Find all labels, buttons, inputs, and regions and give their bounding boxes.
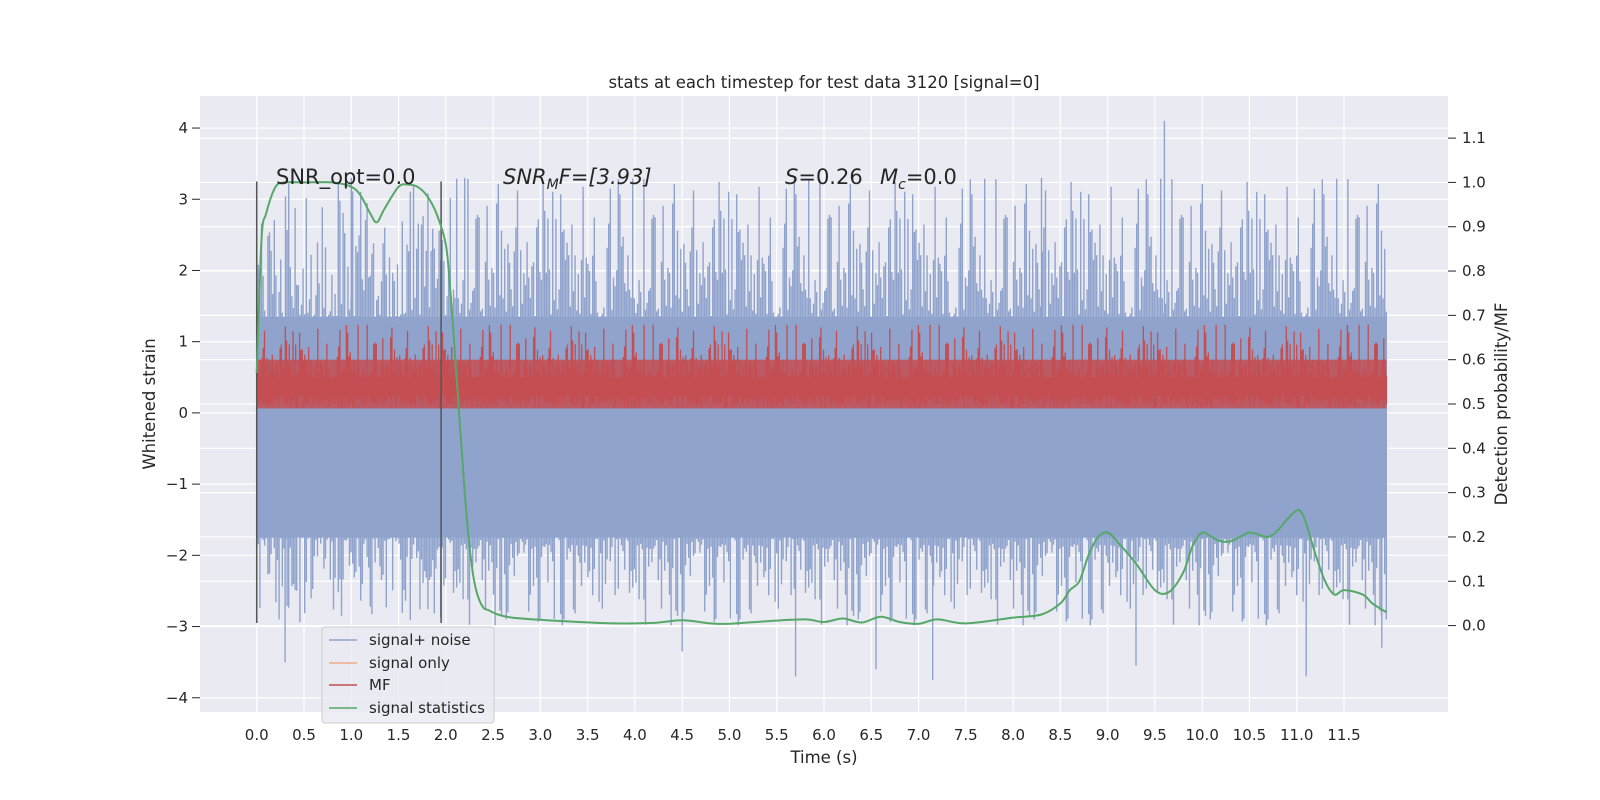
- annotation-s-symbol: S: [785, 165, 798, 189]
- annotation-snr-mf-subscript: M: [547, 177, 559, 193]
- x-tick-label: 10.5: [1233, 726, 1266, 744]
- y2-axis-label: Detection probability/MF: [1492, 303, 1511, 506]
- x-tick-label: 2.0: [434, 726, 458, 744]
- y2-tick-label: 0.4: [1462, 439, 1486, 457]
- series-signal-statistics: [255, 181, 1388, 626]
- legend-label-mf: MF: [369, 676, 391, 694]
- y2-tick-label: 0.2: [1462, 528, 1486, 546]
- x-tick-label: 1.0: [339, 726, 363, 744]
- x-tick-label: 9.0: [1096, 726, 1120, 744]
- y-tick-label: −2: [166, 546, 188, 564]
- x-tick-label: 5.5: [765, 726, 789, 744]
- y-axis-ticks: 4 3 2 1 0 −1 −2 −3 −4: [166, 119, 200, 707]
- y-tick-label: 4: [178, 119, 188, 137]
- annotation-snr-mf-f: F=[3.93]: [559, 165, 652, 189]
- x-tick-label: 3.0: [528, 726, 552, 744]
- series-mf: [256, 324, 1388, 409]
- x-tick-label: 6.5: [859, 726, 883, 744]
- annotation-s-value: =0.26: [798, 165, 862, 189]
- x-tick-label: 8.0: [1001, 726, 1025, 744]
- legend-label-signal-only: signal only: [369, 654, 450, 672]
- annotation-s: S=0.26: [785, 165, 863, 189]
- x-tick-label: 0.5: [292, 726, 316, 744]
- y2-tick-label: 0.6: [1462, 351, 1486, 369]
- signal-statistics-line: [255, 181, 1388, 626]
- annotation-mc: Mc=0.0: [880, 165, 957, 193]
- y2-tick-label: 0.7: [1462, 306, 1486, 324]
- marker-lines: [255, 181, 442, 623]
- annotation-mc-symbol: M: [880, 165, 898, 189]
- x-axis-label: Time (s): [789, 748, 857, 767]
- x-tick-label: 6.0: [812, 726, 836, 744]
- y-axis-label: Whitened strain: [140, 338, 159, 469]
- x-tick-label: 5.0: [718, 726, 742, 744]
- y-tick-label: 3: [178, 190, 188, 208]
- y2-axis-ticks: 1.1 1.0 0.9 0.8 0.7 0.6 0.5 0.4 0.3 0.2 0.1 0.0: [1448, 129, 1486, 635]
- annotation-snr-mf-symbol: SNR: [503, 165, 547, 189]
- x-tick-label: 8.5: [1048, 726, 1072, 744]
- y2-tick-label: 0.9: [1462, 218, 1486, 236]
- y2-tick-label: 0.5: [1462, 395, 1486, 413]
- y2-tick-label: 0.0: [1462, 617, 1486, 635]
- y-tick-label: 1: [178, 333, 188, 351]
- annotation-mc-value: =0.0: [906, 165, 957, 189]
- x-tick-label: 11.5: [1327, 726, 1360, 744]
- y2-tick-label: 1.0: [1462, 173, 1486, 191]
- x-tick-label: 4.5: [670, 726, 694, 744]
- annotation-snr-opt: SNR_opt=0.0: [276, 165, 416, 190]
- legend-label-signal-statistics: signal statistics: [369, 699, 485, 717]
- y2-tick-label: 0.3: [1462, 484, 1486, 502]
- x-tick-label: 2.5: [481, 726, 505, 744]
- legend-box: [321, 626, 495, 724]
- y-tick-label: −4: [166, 689, 188, 707]
- x-tick-label: 3.5: [576, 726, 600, 744]
- legend-label-signal-noise: signal+ noise: [369, 631, 471, 649]
- x-tick-label: 10.0: [1185, 726, 1218, 744]
- y-tick-label: −3: [166, 618, 188, 636]
- legend: signal+ noise signal only MF signal stat…: [321, 626, 495, 724]
- x-tick-label: 7.5: [954, 726, 978, 744]
- y2-tick-label: 0.8: [1462, 262, 1486, 280]
- x-axis-ticks: 0.0 0.5 1.0 1.5 2.0 2.5 3.0 3.5 4.0 4.5 5.0 5.5 6.0 6…: [245, 726, 1361, 744]
- annotation-mc-subscript: c: [898, 177, 906, 193]
- y2-tick-label: 1.1: [1462, 129, 1486, 147]
- y-tick-label: 2: [178, 261, 188, 279]
- x-tick-label: 11.0: [1280, 726, 1313, 744]
- y-tick-label: −1: [166, 475, 188, 493]
- x-tick-label: 1.5: [387, 726, 411, 744]
- x-tick-label: 7.0: [907, 726, 931, 744]
- y-tick-label: 0: [178, 404, 188, 422]
- chart-title: stats at each timestep for test data 312…: [608, 73, 1039, 92]
- y2-tick-label: 0.1: [1462, 572, 1486, 590]
- x-tick-label: 0.0: [245, 726, 269, 744]
- x-tick-label: 4.0: [623, 726, 647, 744]
- annotation-snr-mf: SNRMF=[3.93]: [503, 165, 652, 193]
- x-tick-label: 9.5: [1143, 726, 1167, 744]
